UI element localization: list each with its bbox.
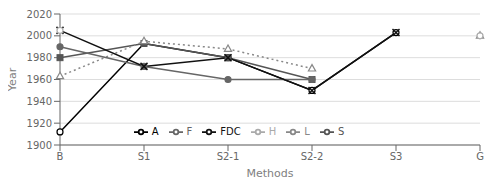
svg-text:Year: Year (8, 67, 19, 92)
svg-text:1900: 1900 (27, 140, 52, 151)
svg-text:S1: S1 (138, 151, 151, 162)
svg-text:2020: 2020 (27, 9, 52, 20)
html-text:L: L (304, 126, 310, 137)
svg-text:1980: 1980 (27, 52, 52, 63)
svg-text:1920: 1920 (27, 118, 52, 129)
svg-text:B: B (57, 151, 64, 162)
svg-text:G: G (476, 151, 484, 162)
svg-text:S2-2: S2-2 (301, 151, 324, 162)
svg-text:S3: S3 (390, 151, 403, 162)
html-text:S: S (337, 126, 345, 137)
svg-text:1940: 1940 (27, 96, 52, 107)
svg-text:Methods: Methods (247, 167, 294, 177)
svg-text:S2-1: S2-1 (217, 151, 240, 162)
html-text:H: H (268, 126, 277, 137)
svg-text:1960: 1960 (27, 74, 52, 85)
svg-text:2000: 2000 (27, 30, 52, 41)
html-text:F: F (186, 126, 193, 137)
html-text:FDC: FDC (220, 126, 241, 137)
html-text:A: A (151, 126, 159, 137)
